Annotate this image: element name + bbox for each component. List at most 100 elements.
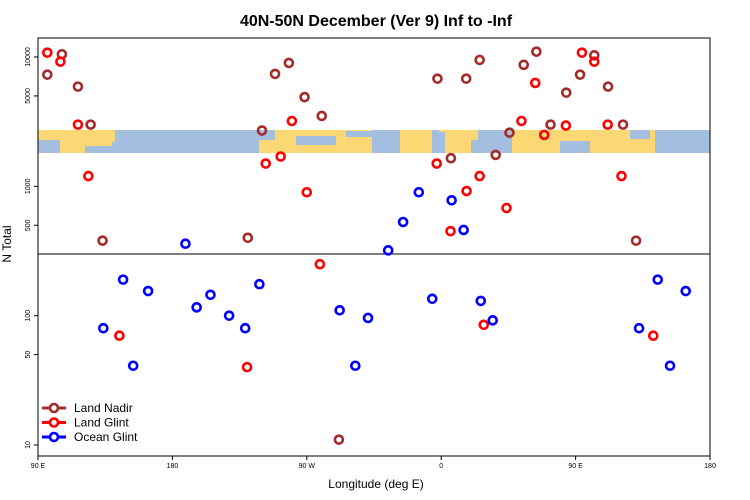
data-point [283,57,295,69]
data-point [560,87,572,98]
data-point [301,186,313,198]
legend-marker [48,402,60,414]
x-tick-label: 90 E [568,463,583,470]
data-point [350,360,361,372]
data-point [180,238,191,250]
data-point [478,319,490,331]
data-point [652,274,664,285]
data-point [269,68,281,80]
data-point [445,152,457,164]
y-tick-label: 1000 [25,178,32,194]
data-point [474,54,485,66]
data-point [413,186,425,198]
data-point [504,127,515,138]
data-point [260,158,272,169]
data-point [127,360,139,372]
data-point [432,73,443,84]
data-point [560,120,572,131]
data-point [617,119,629,130]
y-tick-label: 500 [25,219,32,231]
series-land-nadir [42,46,642,445]
data-point [446,194,457,206]
data-point [314,258,326,270]
data-point [191,302,202,313]
data-point [501,202,512,214]
data-point [72,119,84,130]
data-point [633,322,645,334]
data-point [142,285,154,297]
series-ocean-glint [98,186,692,372]
data-point [299,91,310,103]
legend-label: Land Glint [74,416,129,430]
legend-marker [48,431,60,443]
y-tick-label: 50 [25,351,32,359]
data-point [223,310,235,321]
data-point [242,232,254,244]
data-point [487,315,499,326]
legend-label: Land Nadir [74,401,133,415]
data-point [97,235,108,246]
data-point [362,312,374,324]
data-point [316,110,328,122]
data-point [647,330,659,342]
data-point [431,158,443,169]
chart-title: 40N-50N December (Ver 9) Inf to -Inf [240,13,513,30]
data-point [602,81,614,92]
data-point [664,360,676,372]
data-point [239,322,251,334]
legend-label: Ocean Glint [74,430,138,444]
y-tick-label: 5000 [25,88,32,104]
data-point [538,129,550,141]
data-point [286,115,298,127]
data-point [588,50,600,61]
data-point [602,119,614,130]
data-point [460,73,472,84]
legend-item: Ocean Glint [42,430,138,444]
y-axis: 10 50 100 500 1000 5000 10000 [25,47,38,449]
y-axis-title: N Total [0,225,14,262]
data-point [334,305,345,316]
data-point [275,151,286,162]
x-tick-label: 90 W [299,463,316,470]
data-point [445,225,456,237]
legend-item: Land Nadir [42,401,133,415]
data-point [241,361,253,373]
plot-area [37,37,711,457]
data-point [458,224,469,236]
data-point [83,170,94,182]
data-point [474,170,485,182]
y-tick-label: 100 [25,310,32,322]
data-point [426,293,438,305]
data-points [42,46,692,445]
data-point [529,77,541,89]
data-point [254,278,265,290]
data-point [117,274,129,285]
data-point [490,149,502,161]
data-point [545,119,556,130]
world-map-band [38,130,710,153]
data-point [461,185,472,197]
x-tick-label: 0 [439,463,443,470]
data-point [516,115,527,127]
data-point [382,245,394,256]
data-point [256,125,268,136]
data-point [85,119,96,130]
data-point [72,81,84,92]
data-point [616,170,627,182]
x-tick-label: 180 [704,463,716,470]
data-point [114,330,125,342]
x-tick-label: 180 [167,463,179,470]
series-land-glint [42,47,659,373]
y-tick-label: 10 [25,441,32,449]
data-point [42,47,53,58]
data-point [630,235,642,246]
data-point [397,216,409,228]
data-point [205,289,216,301]
x-axis: 90 E 180 90 W 0 90 E 180 [31,456,716,470]
data-point [518,59,530,71]
legend-item: Land Glint [42,416,129,430]
data-point [55,56,66,67]
x-axis-title: Longitude (deg E) [328,477,423,491]
